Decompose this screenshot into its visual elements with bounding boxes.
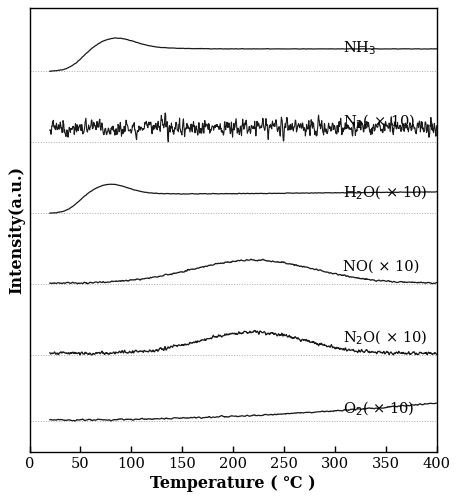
Text: NO( × 10): NO( × 10) [343, 260, 420, 274]
Y-axis label: Intensity(a.u.): Intensity(a.u.) [8, 166, 25, 294]
X-axis label: Temperature ( ℃ ): Temperature ( ℃ ) [150, 474, 316, 492]
Text: H$_2$O( × 10): H$_2$O( × 10) [343, 184, 427, 202]
Text: O$_2$( × 10): O$_2$( × 10) [343, 399, 414, 417]
Text: NH$_3$: NH$_3$ [343, 39, 376, 56]
Text: N$_2$( × 10): N$_2$( × 10) [343, 112, 415, 131]
Text: N$_2$O( × 10): N$_2$O( × 10) [343, 328, 427, 347]
